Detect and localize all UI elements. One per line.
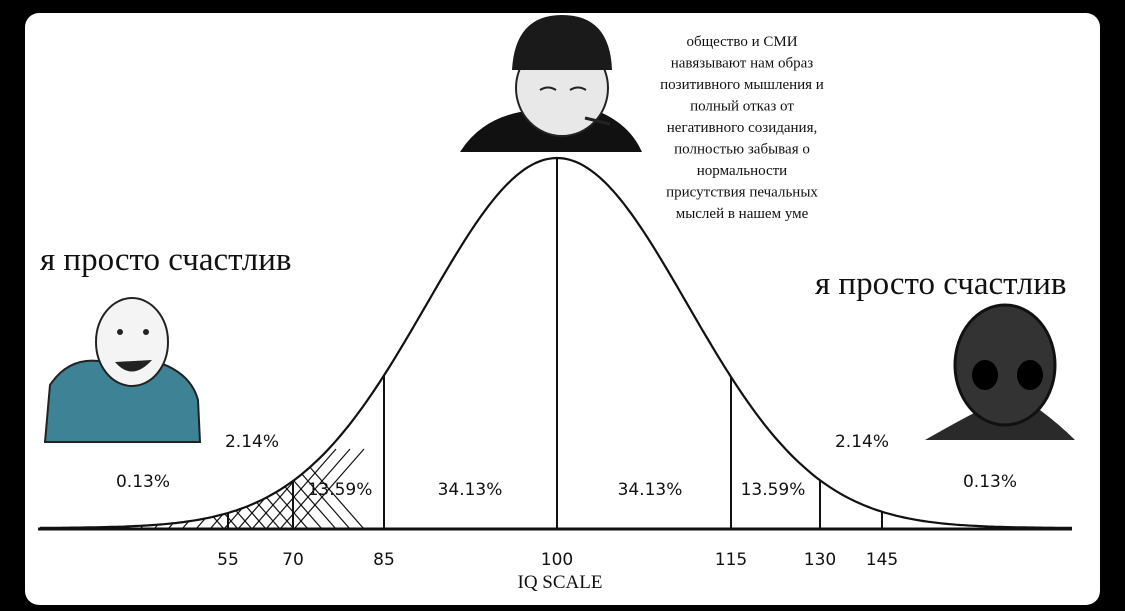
percentages: 2.14% 0.13% 13.59% 34.13% 34.13% 13.59% 2.14% 0… (116, 432, 1017, 500)
iq-tick: 115 (715, 550, 747, 570)
iq-tick: 70 (282, 550, 304, 570)
quote-line: полностью забывая о (674, 142, 810, 158)
happy-wojak (43, 297, 202, 443)
dividers (227, 158, 883, 529)
quote-line: общество и СМИ (686, 34, 797, 50)
percentage: 0.13% (116, 472, 170, 492)
iq-tick: 55 (217, 550, 239, 570)
quote-line: позитивного мышления и (660, 77, 824, 93)
percentage: 2.14% (225, 432, 279, 452)
caption-left: я просто счастлив (40, 242, 291, 278)
quote-line: мыслей в нашем уме (676, 206, 809, 222)
percentage: 13.59% (308, 480, 373, 500)
iq-tick: 130 (804, 550, 836, 570)
percentage: 34.13% (618, 480, 683, 500)
card (25, 13, 1100, 605)
quote-line: присутствия печальных (666, 185, 818, 201)
iq-tick: 85 (373, 550, 395, 570)
iq-ticks: 55 70 85 100 115 130 145 (217, 550, 898, 570)
quote-line: полный отказ от (690, 99, 794, 115)
percentage: 2.14% (835, 432, 889, 452)
caption-right: я просто счастлив (815, 266, 1066, 302)
axis-label: IQ SCALE (518, 572, 603, 593)
percentage: 13.59% (741, 480, 806, 500)
quote-line: нормальности (697, 163, 787, 179)
quote-line: негативного созидания, (667, 120, 817, 136)
doomer-wojak (460, 15, 642, 152)
quote: общество и СМИ навязывают нам образ позити… (660, 34, 824, 222)
percentage: 34.13% (438, 480, 503, 500)
quote-line: навязывают нам образ (671, 56, 814, 72)
percentage: 0.13% (963, 472, 1017, 492)
iq-tick: 100 (541, 550, 573, 570)
iq-tick: 145 (866, 550, 898, 570)
void-wojak (925, 303, 1075, 440)
